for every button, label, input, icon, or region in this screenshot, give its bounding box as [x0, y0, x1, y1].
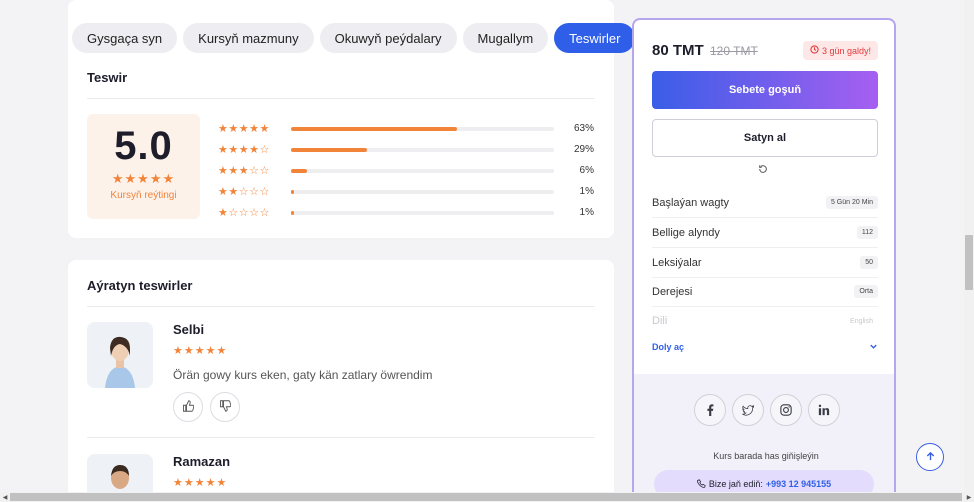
bar-percent: 1%: [579, 207, 594, 218]
info-label: Leksiýalar: [652, 256, 702, 269]
bar-percent: 29%: [573, 144, 594, 155]
info-row-enrolled: Bellige alyndy 112: [652, 218, 878, 248]
bar-track: [291, 189, 554, 194]
tab-instructor[interactable]: Mugallym: [462, 23, 549, 53]
thumbs-up-icon: [182, 399, 195, 415]
rating-bar-row: ★★★☆☆ 6%: [218, 160, 598, 181]
refresh-icon[interactable]: [758, 164, 768, 177]
course-tabs: Gysgaça syn Kursyň mazmuny Okuwyň peýdal…: [72, 23, 636, 53]
course-sidebar: 80 TMT 120 TMT 3 gün galdy! Sebete goşuň…: [632, 18, 896, 502]
bar-fill: [291, 126, 457, 131]
bar-track: [291, 147, 554, 152]
reviews-card: [68, 260, 614, 502]
bar-stars: ★★★★★: [218, 123, 270, 135]
bar-track: [291, 210, 554, 215]
rating-bar-row: ★★★★☆ 29%: [218, 139, 598, 160]
phone-icon: [696, 478, 706, 490]
vertical-scrollbar[interactable]: [964, 0, 974, 492]
sidebar-contact-area: Kurs barada has giňişleýin Bize jaň ediň…: [634, 374, 894, 500]
tab-overview[interactable]: Gysgaça syn: [72, 23, 178, 53]
dislike-button[interactable]: [210, 392, 240, 422]
info-value: 50: [860, 256, 878, 269]
reviewer-name: Selbi: [173, 322, 205, 337]
phone-number: +993 12 945155: [765, 479, 832, 489]
reviewer-name: Ramazan: [173, 454, 231, 469]
days-left-badge: 3 gün galdy!: [802, 41, 878, 60]
info-value: English: [850, 317, 873, 325]
add-to-cart-button[interactable]: Sebete goşuň: [652, 71, 878, 109]
review-item: Selbi ★★★★★ Örän gowy kurs eken, gaty kä…: [87, 322, 595, 432]
info-label: Dili: [652, 315, 668, 327]
rating-bar-row: ★★☆☆☆ 1%: [218, 181, 598, 202]
instagram-icon[interactable]: [770, 394, 802, 426]
reviews-section-title: Aýratyn teswirler: [87, 278, 193, 293]
review-stars: ★★★★★: [173, 345, 228, 357]
review-stars: ★★★★★: [173, 477, 228, 489]
call-label: Bize jaň ediň:: [708, 479, 763, 489]
rating-breakdown: ★★★★★ 63% ★★★★☆ 29% ★★★☆☆ 6% ★★☆☆☆ 1% ★☆…: [218, 118, 598, 223]
like-button[interactable]: [173, 392, 203, 422]
rating-score: 5.0: [114, 124, 173, 168]
bar-track: [291, 126, 554, 131]
review-item: Ramazan ★★★★★: [87, 454, 595, 502]
divider: [87, 437, 595, 438]
divider: [87, 98, 595, 99]
arrow-up-icon: [925, 450, 936, 465]
days-left-text: 3 gün galdy!: [821, 45, 871, 56]
info-row-lectures: Leksiýalar 50: [652, 248, 878, 278]
horizontal-scrollbar-thumb[interactable]: [10, 493, 962, 501]
tab-benefits[interactable]: Okuwyň peýdalary: [319, 23, 457, 53]
divider: [87, 306, 595, 307]
rating-summary: 5.0 ★★★★★ Kursyň reýtingi: [87, 114, 200, 219]
review-text: Örän gowy kurs eken, gaty kän zatlary öw…: [173, 368, 433, 382]
info-row-level: Derejesi Orta: [652, 277, 878, 307]
info-label: Bellige alyndy: [652, 226, 720, 239]
bar-percent: 63%: [573, 123, 594, 134]
scroll-right-icon[interactable]: ▶: [966, 494, 972, 501]
info-value: Orta: [854, 285, 878, 298]
buy-button[interactable]: Satyn al: [652, 119, 878, 157]
info-label: Başlaýan wagty: [652, 196, 730, 209]
linkedin-icon[interactable]: [808, 394, 840, 426]
contact-text: Kurs barada has giňişleýin: [713, 451, 819, 461]
thumbs-down-icon: [219, 399, 232, 415]
chevron-down-icon: [869, 342, 878, 353]
info-value: 5 Gün 20 Min: [825, 196, 878, 209]
rating-bar-row: ★☆☆☆☆ 1%: [218, 202, 598, 223]
bar-fill: [291, 210, 294, 215]
bar-track: [291, 168, 554, 173]
bar-fill: [291, 189, 294, 194]
old-price: 120 TMT: [710, 44, 758, 58]
show-more-label: Doly aç: [652, 342, 685, 352]
rating-bar-row: ★★★★★ 63%: [218, 118, 598, 139]
tab-reviews[interactable]: Teswirler: [554, 23, 636, 53]
bar-stars: ★★☆☆☆: [218, 186, 270, 198]
facebook-icon[interactable]: [694, 394, 726, 426]
twitter-icon[interactable]: [732, 394, 764, 426]
bar-stars: ★★★☆☆: [218, 165, 270, 177]
vertical-scrollbar-thumb[interactable]: [965, 235, 973, 290]
show-more-toggle[interactable]: Doly aç: [652, 342, 878, 353]
rating-section-title: Teswir: [87, 70, 128, 85]
bar-percent: 1%: [579, 186, 594, 197]
clock-icon: [810, 45, 819, 56]
tab-curriculum[interactable]: Kursyň mazmuny: [183, 23, 314, 53]
info-label: Derejesi: [652, 285, 693, 298]
scroll-left-icon[interactable]: ◀: [2, 494, 8, 501]
bar-stars: ★☆☆☆☆: [218, 207, 270, 219]
info-row-language: Dili English: [652, 306, 878, 336]
bar-stars: ★★★★☆: [218, 144, 270, 156]
bar-percent: 6%: [579, 165, 594, 176]
info-row-start: Başlaýan wagty 5 Gün 20 Min: [652, 188, 878, 218]
scroll-to-top-button[interactable]: [916, 443, 944, 471]
reviewer-avatar: [87, 322, 153, 388]
info-value: 112: [856, 226, 878, 239]
rating-stars: ★★★★★: [111, 171, 176, 186]
current-price: 80 TMT: [652, 42, 704, 59]
share-socials: [694, 394, 840, 426]
rating-label: Kursyň reýtingi: [110, 190, 177, 201]
horizontal-scrollbar[interactable]: ◀ ▶: [0, 492, 974, 502]
bar-fill: [291, 168, 307, 173]
bar-fill: [291, 147, 368, 152]
